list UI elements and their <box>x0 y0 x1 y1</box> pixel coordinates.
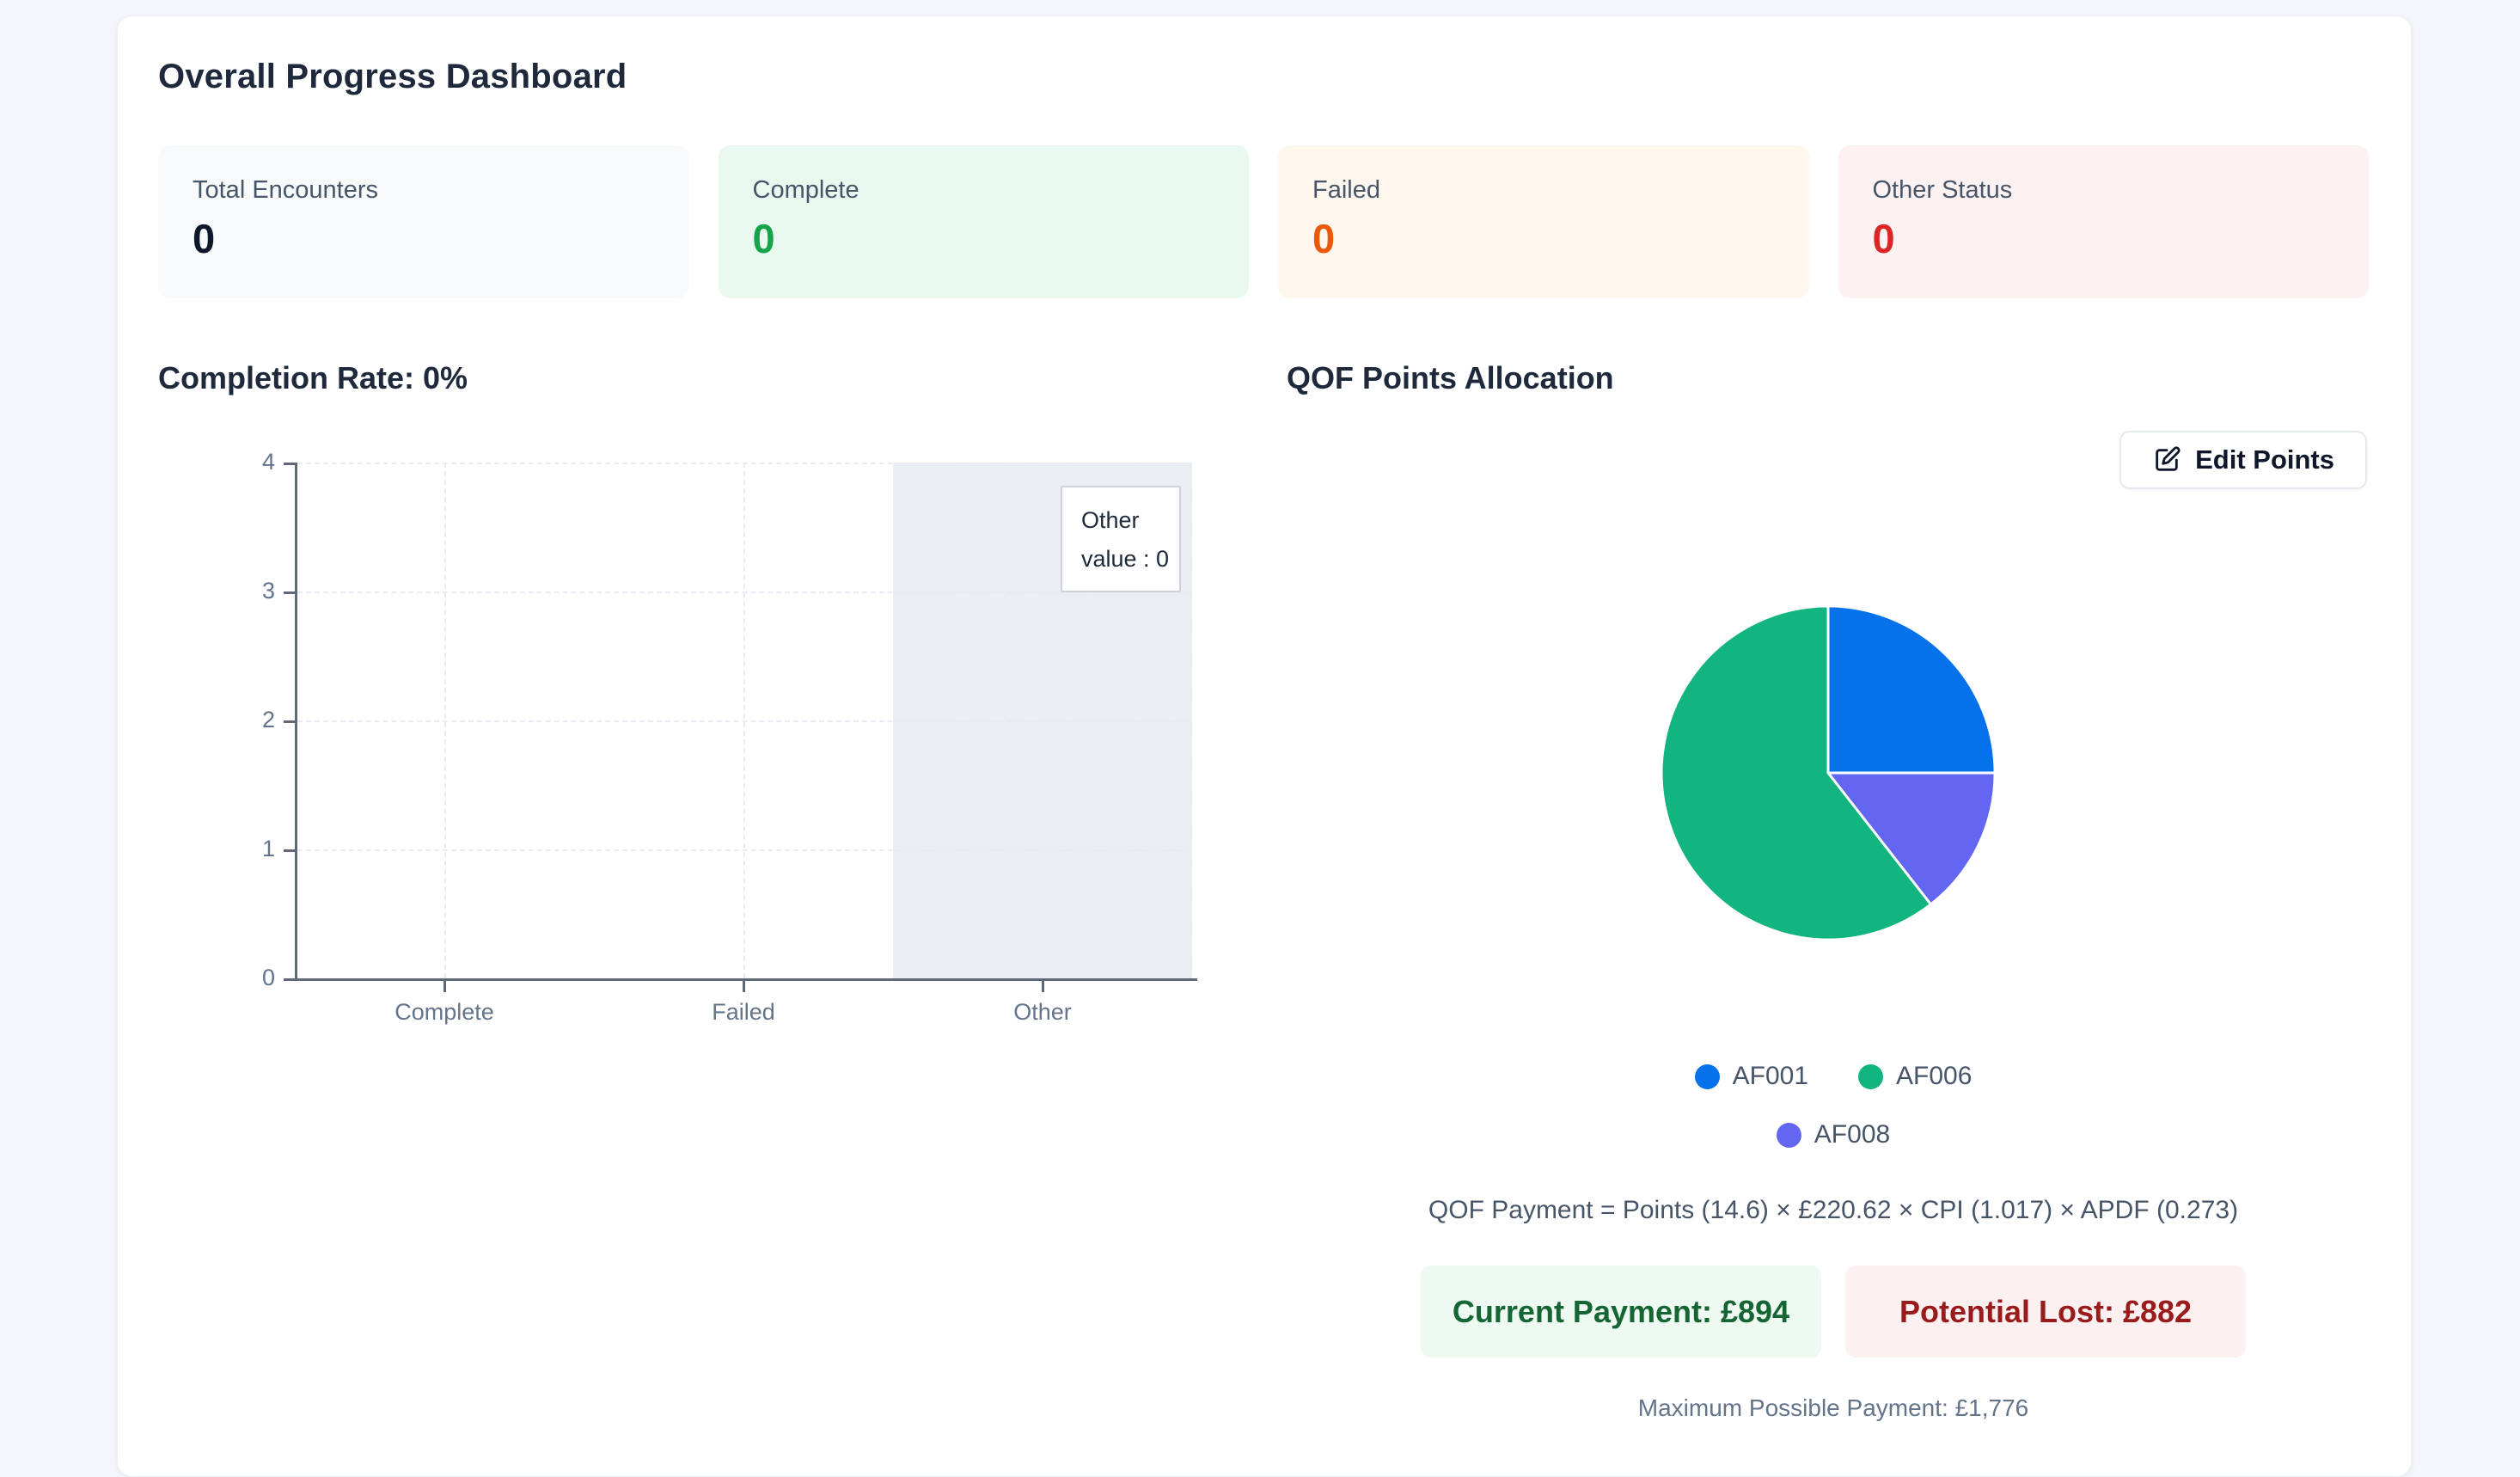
legend-item-af008[interactable]: AF008 <box>1776 1120 1891 1149</box>
tooltip-value: value : 0 <box>1081 546 1170 572</box>
y-tick-label: 4 <box>261 449 275 475</box>
legend-dot-af008 <box>1776 1122 1801 1148</box>
completion-bar-chart[interactable]: 4 3 2 1 0 Complete Failed Other Other va… <box>158 449 1241 1047</box>
pie-legend: AF001 AF006 AF008 <box>1287 1062 2380 1149</box>
y-tick <box>284 849 295 852</box>
stat-label: Complete <box>752 176 859 204</box>
x-tick <box>1042 981 1044 992</box>
horizontal-gridline <box>297 720 1192 722</box>
horizontal-gridline <box>297 591 1192 593</box>
stat-card-complete: Complete 0 <box>718 145 1249 298</box>
y-tick-label: 3 <box>261 578 275 604</box>
pie-slice-af006[interactable] <box>1660 604 1933 941</box>
max-payment-text: Maximum Possible Payment: £1,776 <box>1637 1394 2029 1421</box>
stat-label: Other Status <box>1872 176 2013 204</box>
stats-row: Total Encounters 0 Complete 0 Failed 0 O… <box>158 145 2369 298</box>
edit-points-label: Edit Points <box>2195 444 2334 475</box>
horizontal-gridline <box>297 463 1192 464</box>
y-tick <box>284 591 295 594</box>
x-category-label: Failed <box>712 999 775 1025</box>
legend-label: AF008 <box>1814 1120 1891 1149</box>
y-tick-label: 1 <box>261 836 275 861</box>
qof-pie-chart <box>1660 604 1997 941</box>
legend-dot-af006 <box>1858 1063 1883 1089</box>
page-title: Overall Progress Dashboard <box>158 58 627 95</box>
y-axis-line <box>295 463 297 981</box>
stat-value: 0 <box>1872 216 1895 261</box>
legend-row: AF001 AF006 <box>1694 1062 1972 1091</box>
edit-pencil-icon <box>2156 446 2181 471</box>
stat-card-total-encounters: Total Encounters 0 <box>158 145 689 298</box>
y-tick <box>284 978 295 981</box>
y-tick-label: 0 <box>261 965 275 990</box>
edit-points-button[interactable]: Edit Points <box>2119 431 2367 489</box>
x-category-label: Complete <box>395 999 494 1025</box>
qof-heading: QOF Points Allocation <box>1287 360 1614 395</box>
current-payment-box: Current Payment: £894 <box>1421 1266 1821 1357</box>
stat-value: 0 <box>752 216 775 261</box>
x-category-label: Other <box>1013 999 1072 1025</box>
legend-label: AF001 <box>1732 1062 1808 1090</box>
stat-label: Total Encounters <box>193 176 379 204</box>
stat-label: Failed <box>1312 176 1380 204</box>
x-axis-line <box>295 978 1197 981</box>
x-tick <box>443 981 446 992</box>
legend-item-af001[interactable]: AF001 <box>1694 1062 1808 1091</box>
pie-slice-af008[interactable] <box>1825 771 1997 907</box>
qof-payment-formula: QOF Payment = Points (14.6) × £220.62 × … <box>1428 1196 2239 1224</box>
payment-summary-row: Current Payment: £894 Potential Lost: £8… <box>1287 1266 2380 1357</box>
pie-slice-af001[interactable] <box>1826 604 1997 775</box>
legend-item-af006[interactable]: AF006 <box>1858 1062 1972 1091</box>
completion-rate-heading: Completion Rate: 0% <box>158 360 468 395</box>
y-tick <box>284 463 295 465</box>
x-tick <box>743 981 745 992</box>
potential-lost-box: Potential Lost: £882 <box>1845 1266 2246 1357</box>
dashboard-card: Overall Progress Dashboard Total Encount… <box>117 15 2412 1477</box>
legend-row: AF008 <box>1776 1120 1891 1149</box>
stat-card-failed: Failed 0 <box>1278 145 1809 298</box>
y-tick-label: 2 <box>261 707 275 732</box>
dashboard-page: Overall Progress Dashboard Total Encount… <box>117 15 2412 1477</box>
stat-value: 0 <box>193 216 216 261</box>
qof-section: QOF Points Allocation Edit Points AF001 <box>1287 360 2380 1461</box>
y-tick <box>284 720 295 723</box>
tooltip-title: Other <box>1081 507 1140 533</box>
stat-card-other-status: Other Status 0 <box>1838 145 2369 298</box>
stat-value: 0 <box>1312 216 1336 261</box>
legend-label: AF006 <box>1896 1062 1973 1090</box>
horizontal-gridline <box>297 849 1192 851</box>
chart-tooltip: Other value : 0 <box>1061 486 1181 592</box>
legend-dot-af001 <box>1694 1063 1720 1089</box>
